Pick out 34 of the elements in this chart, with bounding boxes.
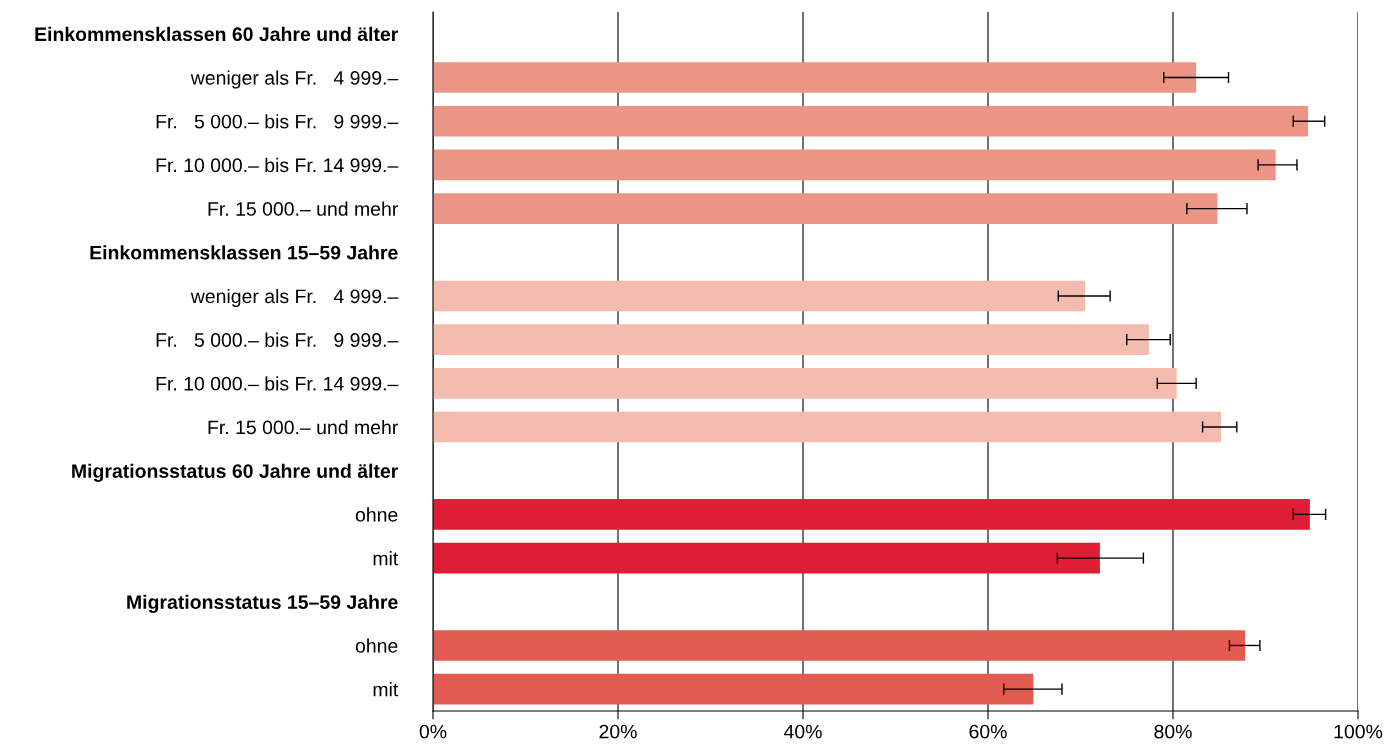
bar: [433, 630, 1246, 661]
y-tick-label: weniger als Fr. 4 999.–: [190, 70, 399, 89]
y-tick-label: Fr. 15 000.– und mehr: [208, 201, 398, 216]
y-tick-label: Fr. 5 000.– bis Fr. 9 999.–: [156, 332, 399, 347]
y-tick-label: Einkommensklassen 15–59 Jahre: [90, 245, 398, 260]
y-tick-label: Fr. 10 000.– bis Fr. 14 999.–: [156, 157, 399, 173]
bar: [433, 673, 1034, 705]
y-tick-label: weniger als Fr. 4 999.–: [190, 288, 399, 308]
y-tick-label: mit: [373, 551, 399, 566]
y-tick-label: Fr. 10 000.– bis Fr. 14 999.–: [156, 376, 399, 391]
x-tick-label: 0%: [419, 724, 447, 739]
y-tick-label: Einkommensklassen 60 Jahre und älter: [35, 26, 399, 42]
y-tick-label: Fr. 5 000.– bis Fr. 9 999.–: [156, 114, 399, 129]
bar: [433, 368, 1177, 399]
bar: [433, 280, 1086, 312]
x-tick-label: 20%: [599, 724, 637, 739]
bar: [433, 149, 1276, 181]
x-tick-label: 80%: [1154, 724, 1192, 739]
bar: [433, 324, 1149, 355]
x-tick-label: 60%: [969, 724, 1007, 739]
bar: [433, 105, 1309, 137]
x-tick-label: 40%: [783, 724, 822, 739]
y-tick-label: Fr. 15 000.– und mehr: [208, 419, 398, 435]
bar: [433, 62, 1197, 93]
bar: [433, 499, 1310, 530]
bar: [433, 411, 1222, 443]
y-tick-label: ohne: [355, 507, 398, 522]
y-tick-label: ohne: [355, 638, 398, 653]
y-tick-label: mit: [373, 682, 399, 697]
y-tick-label: Migrationsstatus 60 Jahre und älter: [72, 463, 399, 482]
bar: [433, 542, 1100, 574]
y-tick-label: Migrationsstatus 15–59 Jahre: [127, 594, 398, 613]
bar: [433, 193, 1218, 224]
x-tick-label: 100%: [1334, 724, 1383, 739]
